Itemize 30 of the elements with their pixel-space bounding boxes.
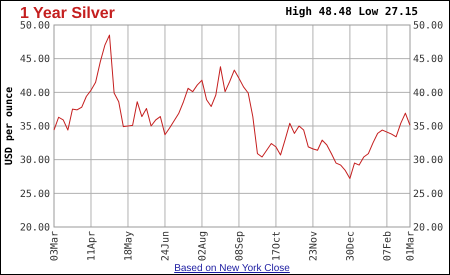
x-tick-label: 02Aug	[197, 231, 208, 262]
x-tick-label: 11Apr	[86, 231, 98, 262]
y-tick-label: 45.00	[20, 54, 50, 66]
line-series	[54, 34, 410, 180]
y-tick-label: 30.00	[20, 155, 50, 166]
text: Based on New York Close	[174, 263, 290, 274]
y2-tick-label: 20.00	[413, 222, 444, 234]
chart-title: 1 Year Silver	[20, 5, 115, 22]
x-tick-label: 07Feb	[382, 231, 394, 262]
text: High 48.48 Low 27.15	[286, 5, 418, 18]
x-tick-label: 08Sep	[234, 231, 246, 262]
x-tick-label: 03Mar	[50, 231, 60, 262]
x-tick-label: 23Nov	[308, 231, 320, 262]
x-tick-label: 01Mar	[406, 231, 416, 262]
x-tick-label: 18May	[123, 231, 134, 262]
y2-tick-label: 45.00	[413, 54, 444, 66]
y-axis-title: USD per ounce	[4, 86, 15, 166]
y-tick-label: 40.00	[20, 88, 50, 99]
x-tick-label: 17Oct	[271, 231, 282, 262]
y-tick-label: 50.00	[20, 20, 50, 32]
y2-tick-label: 30.00	[413, 155, 444, 166]
y2-tick-label: 25.00	[413, 188, 444, 200]
x-tick-label: 30Dec	[345, 231, 356, 262]
y-tick-label: 20.00	[20, 222, 50, 234]
y2-tick-label: 35.00	[413, 122, 444, 132]
y-tick-label: 25.00	[20, 188, 50, 200]
y-tick-label: 35.00	[20, 122, 50, 132]
x-tick-label: 24Jun	[160, 231, 172, 262]
y2-tick-label: 40.00	[413, 88, 444, 99]
y2-tick-label: 50.00	[413, 20, 444, 32]
